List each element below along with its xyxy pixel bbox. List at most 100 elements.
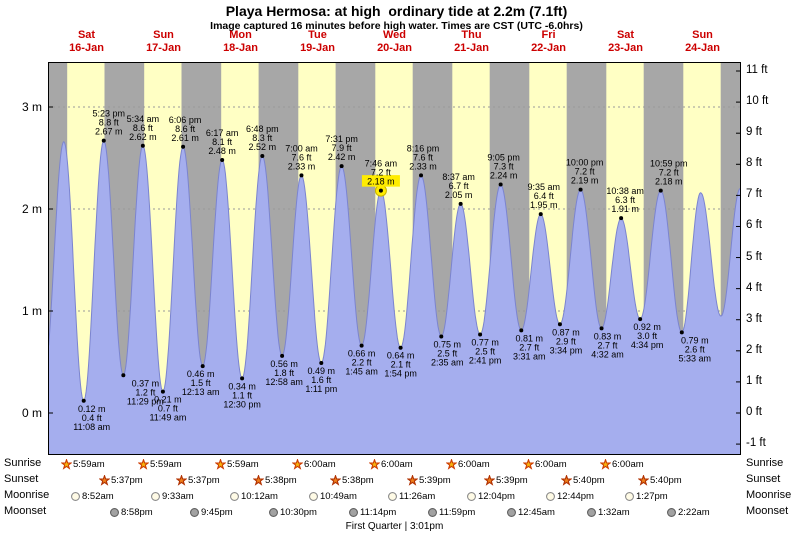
day-label: Sat 23-Jan — [608, 29, 643, 54]
ft-axis-label: 6 ft — [746, 219, 762, 232]
tide-extreme-label: 7.3 ft — [494, 162, 515, 172]
tide-extreme-label: 9:35 am — [527, 182, 560, 192]
tide-extreme-label: 2.62 m — [129, 132, 157, 142]
tide-extreme-label: 2.52 m — [249, 142, 277, 152]
tide-extreme-label: 5:33 am — [679, 353, 712, 363]
sunset-time: 5:38pm — [265, 474, 297, 486]
tide-extreme-label: 0.92 m — [633, 322, 661, 332]
sunset-time: 5:39pm — [419, 474, 451, 486]
moonset-icon — [349, 507, 358, 517]
day-label: Tue 19-Jan — [300, 29, 335, 54]
sunset-entry: 5:40pm — [638, 473, 682, 487]
tide-extreme-label: 2.33 m — [288, 161, 316, 171]
moonrise-entry: 9:33am — [150, 489, 194, 503]
tide-extreme-label: 0.77 m — [471, 337, 499, 347]
tide-extreme-label: 8.6 ft — [133, 123, 154, 133]
tide-extreme-dot — [419, 173, 424, 178]
sunset-row-label-right: Sunset — [746, 473, 781, 485]
tide-extreme-label: 0.75 m — [434, 340, 462, 350]
tide-extreme-label: 2.5 ft — [475, 346, 496, 356]
sunset-icon — [484, 474, 495, 486]
moonset-entry: 11:59pm — [427, 505, 475, 519]
tide-extreme-dot — [538, 212, 543, 217]
tide-extreme-dot — [439, 334, 444, 339]
moonrise-row-label-right: Moonrise — [746, 489, 792, 501]
tide-extreme-label: 10:38 am — [606, 186, 644, 196]
moonset-icon — [190, 507, 199, 517]
sunset-icon — [99, 474, 110, 486]
tide-extreme-dot — [679, 330, 684, 335]
tide-extreme-dot — [280, 353, 285, 358]
tide-extreme-label: 1:54 pm — [384, 369, 417, 379]
tide-extreme-dot — [181, 144, 186, 149]
moonset-time: 2:22am — [678, 506, 710, 518]
ft-axis-label: 8 ft — [746, 157, 762, 170]
tide-extreme-dot — [359, 343, 364, 348]
sunrise-entry: 6:00am — [369, 457, 413, 471]
sunrise-entry: 5:59am — [215, 457, 259, 471]
tide-extreme-label: 6.4 ft — [534, 191, 555, 201]
tide-extreme-dot — [101, 138, 106, 143]
moonrise-entry: 8:52am — [70, 489, 114, 503]
tide-extreme-label: 2:41 pm — [469, 355, 502, 365]
tide-extreme-label: 2.7 ft — [519, 342, 540, 352]
tide-extreme-dot — [319, 361, 324, 366]
day-label: Sat 16-Jan — [69, 29, 104, 54]
tide-extreme-label: 2.2 ft — [352, 358, 373, 368]
moonset-entry: 1:32am — [586, 505, 630, 519]
tide-extreme-label: 7.2 ft — [659, 168, 680, 178]
day-label: Thu 21-Jan — [454, 29, 489, 54]
tide-extreme-label: 1.1 ft — [232, 390, 253, 400]
sunset-entry: 5:39pm — [407, 473, 451, 487]
sunrise-time: 5:59am — [150, 458, 182, 470]
m-axis-label: 0 m — [21, 406, 42, 420]
sunrise-icon — [523, 458, 534, 470]
ft-axis-label: 2 ft — [746, 343, 762, 356]
tide-extreme-label: 2.18 m — [367, 177, 395, 187]
tide-extreme-label: 2.1 ft — [391, 360, 412, 370]
tide-extreme-label: 7:00 am — [285, 143, 318, 153]
tide-extreme-label: 2.67 m — [95, 127, 123, 137]
tide-extreme-label: 1.91 m — [611, 204, 639, 214]
sunset-icon — [561, 474, 572, 486]
tide-extreme-label: 0.34 m — [228, 381, 256, 391]
moonset-entry: 8:58pm — [109, 505, 153, 519]
sunset-entry: 5:40pm — [561, 473, 605, 487]
sunset-icon — [407, 474, 418, 486]
tide-extreme-label: 2.48 m — [208, 146, 236, 156]
tide-extreme-label: 6.7 ft — [449, 181, 470, 191]
tide-extreme-label: 0.37 m — [132, 378, 160, 388]
sunset-entry: 5:38pm — [253, 473, 297, 487]
tide-extreme-label: 5:23 pm — [93, 109, 126, 119]
sunset-entry: 5:38pm — [330, 473, 374, 487]
tide-extreme-dot — [200, 364, 205, 369]
tide-extreme-dot — [458, 201, 463, 206]
sunrise-time: 6:00am — [304, 458, 336, 470]
ft-axis-label: -1 ft — [746, 437, 766, 450]
tide-extreme-dot — [498, 182, 503, 187]
tide-extreme-label: 2:35 am — [431, 358, 464, 368]
tide-extreme-label: 7.6 ft — [413, 152, 434, 162]
tide-extreme-label: 8.6 ft — [175, 124, 196, 134]
tide-extreme-label: 2.19 m — [571, 176, 599, 186]
sunrise-row-label-left: Sunrise — [4, 457, 42, 469]
tide-extreme-label: 2.42 m — [328, 152, 356, 162]
moonset-icon — [587, 507, 596, 517]
moonrise-time: 12:44pm — [557, 490, 594, 502]
sunset-row-label-left: Sunset — [4, 473, 39, 485]
sunset-entry: 5:37pm — [176, 473, 220, 487]
tide-extreme-label: 2.7 ft — [598, 340, 619, 350]
moonset-entry: 9:45pm — [189, 505, 233, 519]
ft-axis-label: 7 ft — [746, 188, 762, 201]
tide-extreme-label: 0.81 m — [516, 333, 544, 343]
sunset-time: 5:37pm — [111, 474, 143, 486]
m-axis-label: 1 m — [21, 304, 42, 318]
sunset-time: 5:39pm — [496, 474, 528, 486]
tide-area — [48, 140, 741, 455]
tide-extreme-label: 0.87 m — [552, 327, 580, 337]
moonrise-icon — [151, 491, 160, 501]
moonset-icon — [110, 507, 119, 517]
tide-extreme-dot — [240, 376, 245, 381]
